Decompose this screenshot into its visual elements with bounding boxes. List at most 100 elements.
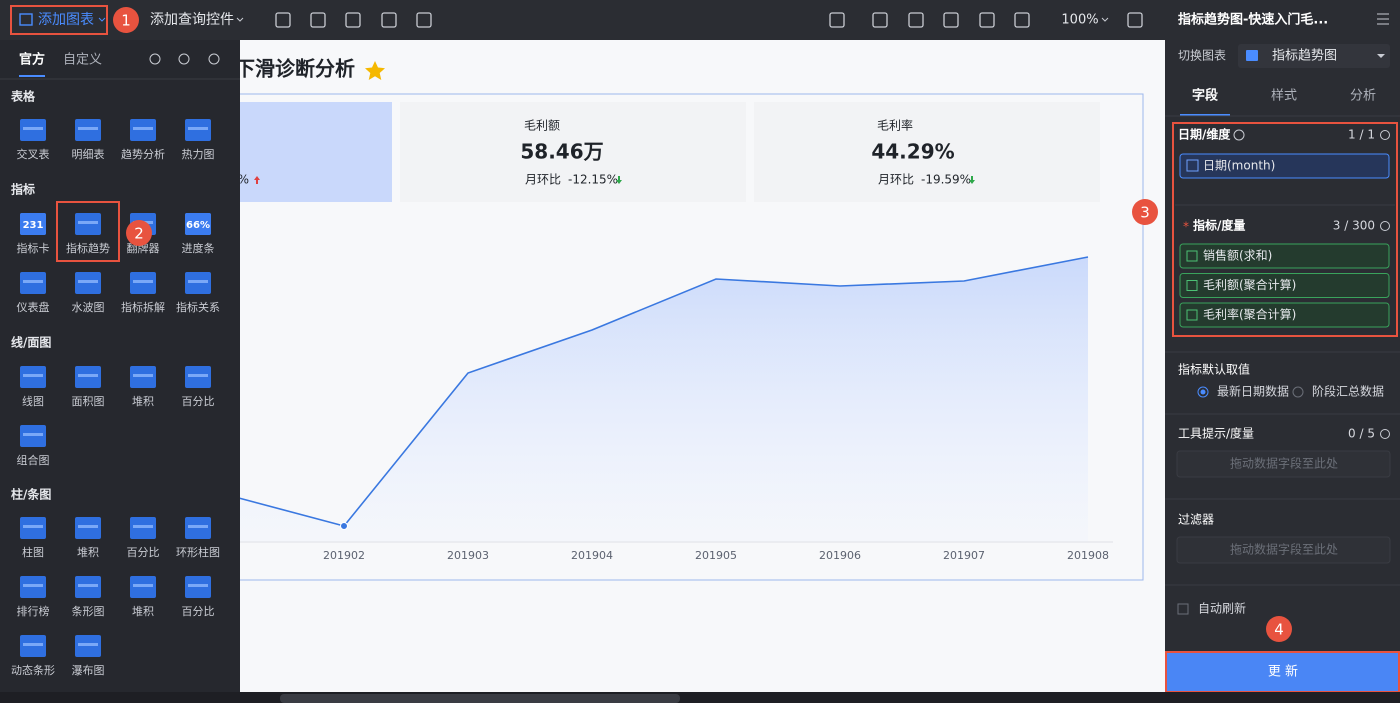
- chart-type-select[interactable]: [1238, 44, 1390, 68]
- component-label[interactable]: 排行榜: [17, 604, 50, 618]
- toolbar-icon[interactable]: [943, 12, 959, 28]
- toolbar-icon[interactable]: [381, 12, 397, 28]
- component-label[interactable]: 明细表: [72, 147, 105, 161]
- kpi-change: -12.15%: [568, 173, 618, 187]
- component-label[interactable]: 堆积: [132, 395, 154, 408]
- component-icon-detail: [133, 280, 153, 283]
- component-icon-detail: [78, 374, 98, 377]
- step-badge: [1266, 616, 1292, 642]
- toolbar-icon[interactable]: [275, 12, 291, 28]
- toolbar-icon[interactable]: [979, 12, 995, 28]
- component-label[interactable]: 交叉表: [17, 147, 50, 161]
- settings-icon[interactable]: [1380, 130, 1390, 140]
- dimension-field-name: 日期(month): [1203, 159, 1275, 173]
- add-chart-button[interactable]: 添加图表: [38, 12, 94, 28]
- dashboard-title: 下滑诊断分析: [235, 57, 355, 81]
- component-icon-detail: [133, 525, 153, 528]
- checkbox-label[interactable]: 自动刷新: [1198, 601, 1246, 616]
- settings-icon[interactable]: [1380, 429, 1390, 439]
- toolbar-icon[interactable]: [345, 12, 361, 28]
- step-badge-number: 3: [1140, 204, 1150, 222]
- component-label[interactable]: 趋势分析: [121, 147, 165, 161]
- component-icon-detail: [188, 525, 208, 528]
- section-label: 日期/维度: [1178, 127, 1231, 142]
- checkbox[interactable]: [1177, 603, 1189, 615]
- chart-type-icon: [1246, 50, 1258, 61]
- update-button[interactable]: [1165, 651, 1400, 693]
- component-icon-detail: [133, 127, 153, 130]
- component-label[interactable]: 指标拆解: [121, 300, 165, 314]
- component-label[interactable]: 条形图: [72, 604, 105, 618]
- component-label[interactable]: 堆积: [132, 605, 154, 618]
- component-label[interactable]: 指标关系: [176, 300, 220, 314]
- favorite-star: [365, 61, 385, 80]
- toolbar-icon[interactable]: [872, 12, 888, 28]
- component-label[interactable]: 指标趋势: [66, 241, 110, 255]
- component-icon-detail: [23, 280, 43, 283]
- zoom-level[interactable]: 100%: [1061, 13, 1098, 28]
- measure-field[interactable]: [1179, 302, 1390, 328]
- add-query-control-button[interactable]: 添加查询控件: [150, 12, 234, 28]
- component-label[interactable]: 百分比: [182, 605, 215, 618]
- panel-tool-icon[interactable]: [149, 53, 161, 65]
- panel-tab[interactable]: 官方: [19, 52, 45, 68]
- component-label[interactable]: 动态条形: [11, 663, 55, 677]
- update-button-label[interactable]: 更 新: [1268, 664, 1298, 680]
- component-label[interactable]: 组合图: [17, 453, 50, 467]
- radio[interactable]: [1197, 386, 1209, 398]
- section-title: 表格: [10, 89, 36, 104]
- toolbar-icon[interactable]: [1127, 12, 1143, 28]
- panel-tool-icon[interactable]: [178, 53, 190, 65]
- toolbar-icon[interactable]: [829, 12, 845, 28]
- component-label[interactable]: 指标卡: [17, 241, 50, 255]
- drop-zone-placeholder: 拖动数据字段至此处: [1230, 456, 1338, 471]
- settings-tab[interactable]: 样式: [1271, 89, 1297, 104]
- component-label[interactable]: 堆积: [77, 546, 99, 559]
- x-tick-label: 201906: [819, 549, 861, 562]
- radio[interactable]: [1292, 386, 1304, 398]
- component-label[interactable]: 环形柱图: [176, 545, 220, 559]
- x-tick-label: 201907: [943, 549, 985, 562]
- section-title: 线/面图: [11, 335, 51, 350]
- radio-dot: [1200, 389, 1206, 395]
- component-label[interactable]: 百分比: [182, 395, 215, 408]
- component-label[interactable]: 瀑布图: [72, 664, 105, 677]
- component-label[interactable]: 百分比: [127, 546, 160, 559]
- step-badge: [113, 7, 139, 33]
- component-label[interactable]: 水波图: [72, 301, 105, 314]
- settings-tab[interactable]: 分析: [1350, 89, 1376, 104]
- measure-field-name: 毛利额(聚合计算): [1203, 277, 1296, 292]
- settings-icon[interactable]: [1380, 221, 1390, 231]
- toolbar-icon[interactable]: [416, 12, 432, 28]
- trend-point: [340, 522, 348, 530]
- measure-field[interactable]: [1179, 273, 1390, 298]
- component-label[interactable]: 进度条: [182, 241, 215, 255]
- step-badge-number: 4: [1274, 621, 1284, 639]
- radio-label[interactable]: 阶段汇总数据: [1312, 384, 1384, 399]
- info-icon: [1233, 129, 1245, 141]
- component-label[interactable]: 仪表盘: [17, 300, 50, 314]
- kpi-value: 44.29%: [871, 140, 954, 164]
- component-label[interactable]: 线图: [22, 394, 44, 408]
- kpi-change: -19.59%: [921, 173, 971, 187]
- component-label[interactable]: 柱图: [22, 545, 44, 559]
- settings-tab[interactable]: 字段: [1192, 88, 1218, 104]
- component-icon-detail: [78, 525, 98, 528]
- radio-label[interactable]: 最新日期数据: [1217, 384, 1289, 399]
- taskbar-item: [280, 694, 680, 703]
- component-icon-detail: [188, 280, 208, 283]
- panel-tab[interactable]: 自定义: [63, 53, 102, 68]
- measure-field[interactable]: [1179, 243, 1390, 269]
- toolbar-icon[interactable]: [1014, 12, 1030, 28]
- component-icon-text: 231: [23, 220, 44, 231]
- component-label[interactable]: 面积图: [72, 395, 105, 408]
- dimension-field[interactable]: [1179, 153, 1390, 179]
- component-icon-detail: [78, 280, 98, 283]
- toolbar-icon[interactable]: [908, 12, 924, 28]
- panel-tool-icon[interactable]: [208, 53, 220, 65]
- component-label[interactable]: 热力图: [182, 148, 215, 161]
- toolbar-icon[interactable]: [310, 12, 326, 28]
- section-label: 指标/度量: [1193, 218, 1245, 233]
- caret: [1377, 54, 1385, 58]
